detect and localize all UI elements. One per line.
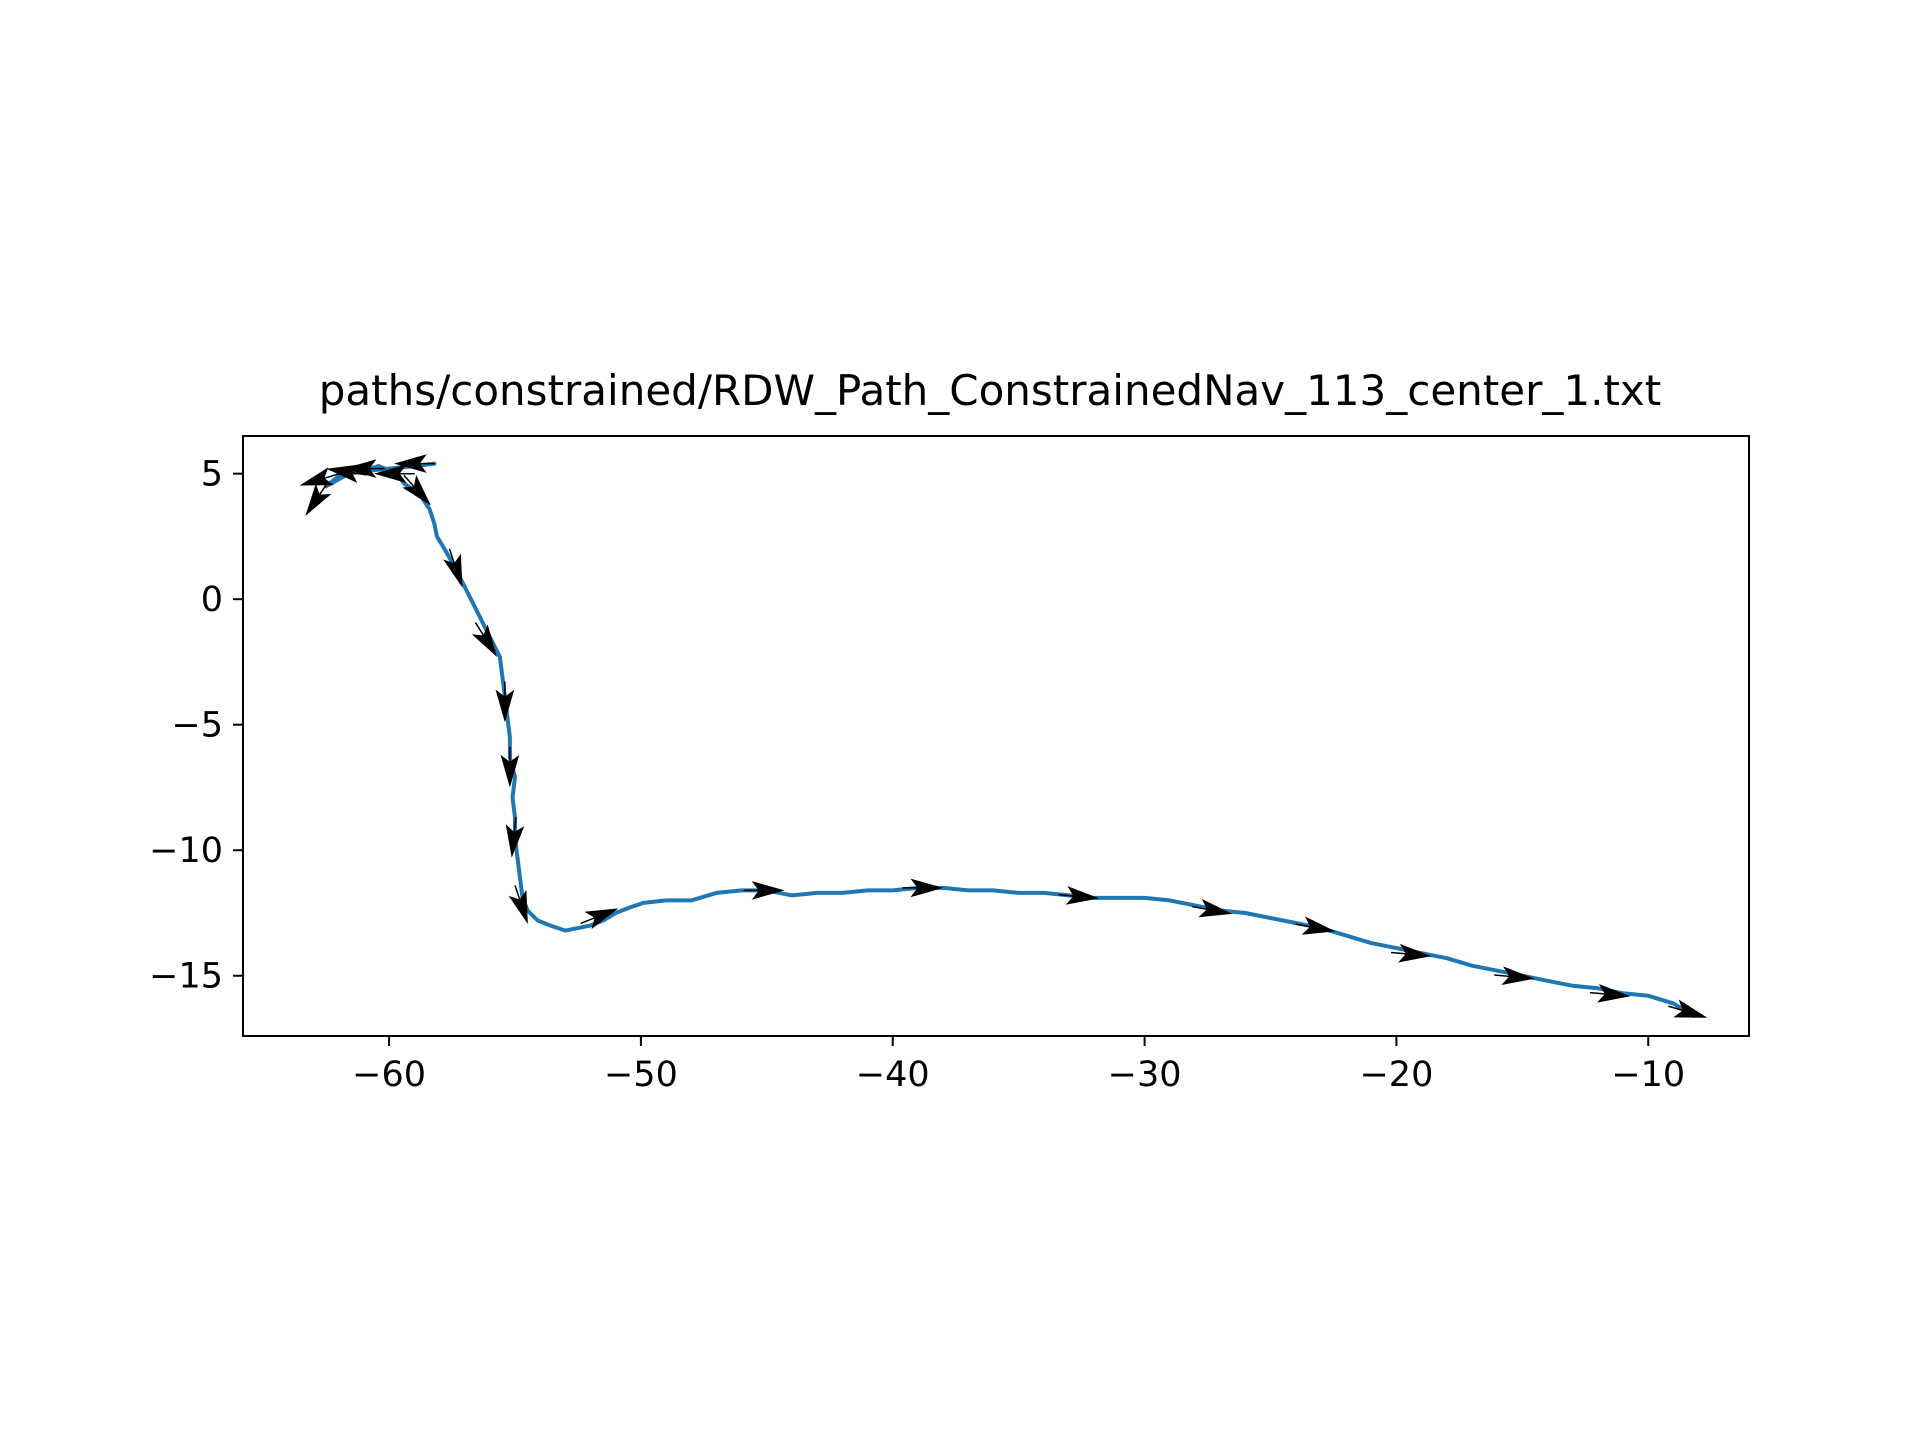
direction-arrow: [743, 881, 785, 900]
axes-layer: −60 −50 −40 −30 −20 −10 5 0 −5 −10 −15: [149, 435, 1750, 1095]
direction-arrow: [505, 817, 525, 858]
direction-arrow: [508, 885, 528, 924]
x-tick-label: −10: [1611, 1055, 1685, 1095]
y-tick-label: −15: [149, 957, 223, 997]
y-tick-label: −5: [171, 706, 223, 746]
direction-arrow: [471, 622, 498, 658]
direction-arrow: [1494, 966, 1535, 986]
direction-arrow: [373, 464, 415, 484]
direction-arrow: [1058, 886, 1100, 905]
chart-title: paths/constrained/RDW_Path_ConstrainedNa…: [319, 366, 1661, 415]
direction-arrow: [402, 474, 431, 506]
x-tick-label: −40: [856, 1055, 930, 1095]
direction-arrow: [500, 746, 520, 788]
direction-arrow: [443, 548, 463, 588]
y-tick-label: 5: [201, 455, 223, 495]
y-tick-label: 0: [201, 580, 223, 620]
axes-frame: [242, 435, 1750, 1037]
arrows-layer: [299, 454, 1708, 1018]
x-tick-label: −20: [1359, 1055, 1433, 1095]
direction-arrow: [394, 454, 435, 473]
direction-arrow: [495, 681, 515, 723]
direction-arrow: [1668, 999, 1708, 1018]
direction-arrow: [1589, 984, 1631, 1003]
direction-arrow: [326, 464, 367, 483]
direction-arrow: [305, 481, 332, 516]
path-series-line-0: [324, 461, 1696, 1018]
direction-arrow: [902, 878, 944, 898]
direction-arrow: [1295, 916, 1336, 935]
direction-arrow: [1390, 943, 1432, 963]
x-tick-label: −60: [352, 1055, 426, 1095]
y-tick-label: −10: [149, 831, 223, 871]
x-tick-label: −50: [604, 1055, 678, 1095]
direction-arrow: [1191, 898, 1233, 918]
x-tick-label: −30: [1108, 1055, 1182, 1095]
direction-arrow: [299, 467, 339, 486]
direction-arrow: [580, 908, 619, 930]
plot-area: [324, 461, 1696, 1018]
